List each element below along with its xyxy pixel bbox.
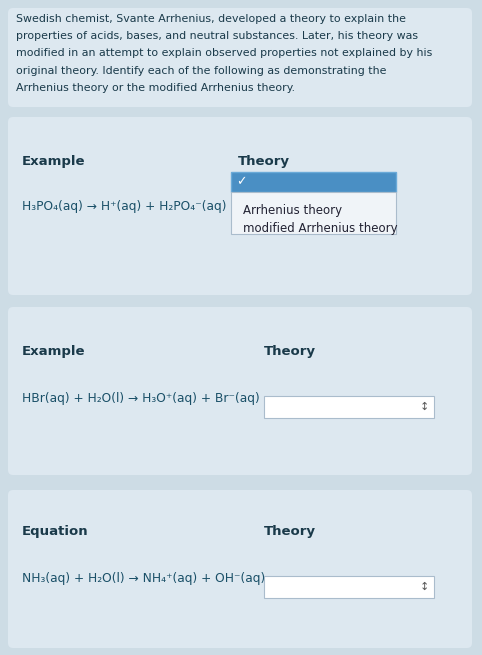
Text: modified in an attempt to explain observed properties not explained by his: modified in an attempt to explain observ… — [16, 48, 432, 58]
Text: Theory: Theory — [238, 155, 290, 168]
Text: ↕: ↕ — [419, 402, 428, 412]
Text: Example: Example — [22, 155, 85, 168]
Text: original theory. Identify each of the following as demonstrating the: original theory. Identify each of the fo… — [16, 66, 387, 75]
Text: modified Arrhenius theory: modified Arrhenius theory — [243, 222, 398, 235]
Text: Equation: Equation — [22, 525, 89, 538]
Text: properties of acids, bases, and neutral substances. Later, his theory was: properties of acids, bases, and neutral … — [16, 31, 418, 41]
Text: Arrhenius theory: Arrhenius theory — [243, 204, 342, 217]
Text: ↕: ↕ — [419, 582, 428, 592]
FancyBboxPatch shape — [8, 490, 472, 648]
Bar — [231, 172, 396, 192]
Text: NH₃(aq) + H₂O(l) → NH₄⁺(aq) + OH⁻(aq): NH₃(aq) + H₂O(l) → NH₄⁺(aq) + OH⁻(aq) — [22, 572, 265, 585]
Text: HBr(aq) + H₂O(l) → H₃O⁺(aq) + Br⁻(aq): HBr(aq) + H₂O(l) → H₃O⁺(aq) + Br⁻(aq) — [22, 392, 260, 405]
Text: Example: Example — [22, 345, 85, 358]
Bar — [264, 576, 434, 598]
Text: Theory: Theory — [264, 345, 316, 358]
FancyBboxPatch shape — [8, 8, 472, 107]
FancyBboxPatch shape — [8, 117, 472, 295]
Text: ✓: ✓ — [236, 176, 246, 189]
Text: Swedish chemist, Svante Arrhenius, developed a theory to explain the: Swedish chemist, Svante Arrhenius, devel… — [16, 14, 406, 24]
Text: Arrhenius theory or the modified Arrhenius theory.: Arrhenius theory or the modified Arrheni… — [16, 83, 295, 93]
Text: Theory: Theory — [264, 525, 316, 538]
Bar — [264, 396, 434, 418]
FancyBboxPatch shape — [8, 307, 472, 475]
Text: H₃PO₄(aq) → H⁺(aq) + H₂PO₄⁻(aq): H₃PO₄(aq) → H⁺(aq) + H₂PO₄⁻(aq) — [22, 200, 227, 213]
Bar — [231, 192, 396, 234]
